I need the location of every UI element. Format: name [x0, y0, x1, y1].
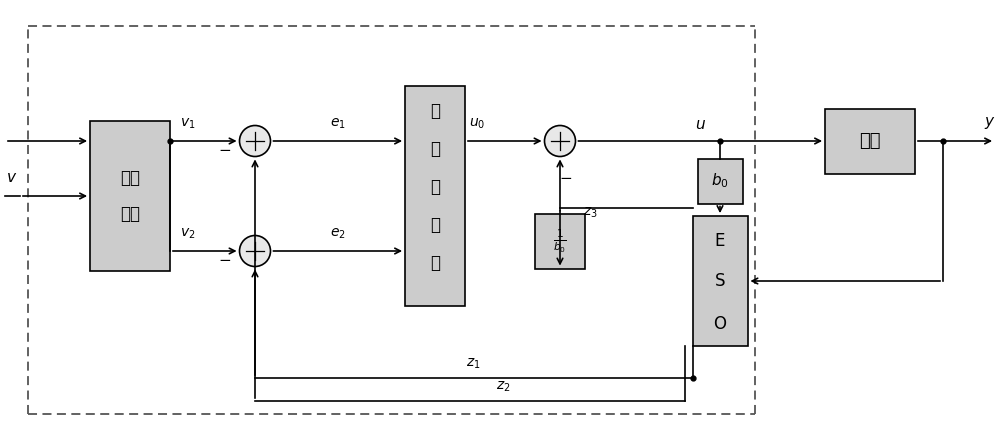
Text: $u$: $u$	[695, 116, 706, 132]
Text: $b_0$: $b_0$	[711, 172, 729, 191]
Text: $-$: $-$	[218, 251, 232, 266]
Text: E: E	[715, 232, 725, 250]
Circle shape	[544, 126, 576, 157]
Text: 性: 性	[430, 178, 440, 196]
Text: O: O	[714, 315, 726, 333]
Circle shape	[239, 235, 270, 266]
Text: 过渡: 过渡	[120, 169, 140, 187]
Text: 合: 合	[430, 254, 440, 272]
Text: $z_2$: $z_2$	[496, 380, 511, 394]
Text: 非: 非	[430, 102, 440, 120]
Text: $y$: $y$	[984, 115, 996, 131]
Text: $-$: $-$	[559, 168, 573, 184]
Bar	[405, 86, 465, 306]
Text: $v$: $v$	[6, 170, 18, 185]
Text: 对象: 对象	[859, 132, 881, 150]
Text: $v_1$: $v_1$	[180, 117, 196, 131]
Text: 组: 组	[430, 216, 440, 234]
Text: $\frac{1}{b_0}$: $\frac{1}{b_0}$	[553, 227, 567, 255]
Text: $v_2$: $v_2$	[180, 227, 196, 241]
Bar	[535, 214, 585, 269]
Bar	[698, 159, 742, 204]
Text: $e_2$: $e_2$	[330, 227, 346, 241]
Text: $z_3$: $z_3$	[583, 206, 597, 220]
Circle shape	[239, 126, 270, 157]
Text: $e_1$: $e_1$	[330, 117, 346, 131]
Bar	[692, 216, 748, 346]
Text: $z_1$: $z_1$	[466, 357, 481, 371]
Text: 线: 线	[430, 140, 440, 158]
Bar	[825, 109, 915, 174]
Text: $-$: $-$	[218, 141, 232, 156]
Text: $u_0$: $u_0$	[469, 117, 485, 131]
Bar	[90, 121, 170, 271]
Text: S: S	[715, 272, 725, 290]
Text: 过程: 过程	[120, 205, 140, 223]
